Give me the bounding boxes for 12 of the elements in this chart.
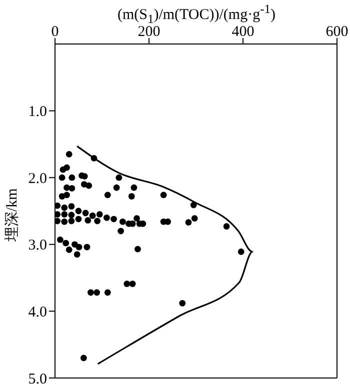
x-tick-label: 400 (232, 24, 254, 40)
x-tick-label: 0 (51, 24, 59, 40)
x-tick-label: 600 (326, 24, 348, 40)
y-tick-label: 5.0 (28, 371, 47, 388)
y-tick-label: 4.0 (28, 304, 47, 321)
y-tick-label: 3.0 (28, 238, 47, 254)
line-series (76, 145, 254, 365)
y-tick-label: 1.0 (28, 104, 47, 120)
x-axis-title: (m(S$_{1}$)/m(TOC))/(mg·g$^{-1}$) (117, 2, 276, 26)
y-axis-title: 埋深/km (4, 188, 22, 242)
x-tick-label: 200 (138, 24, 160, 40)
y-tick-label: 2.0 (28, 170, 47, 187)
